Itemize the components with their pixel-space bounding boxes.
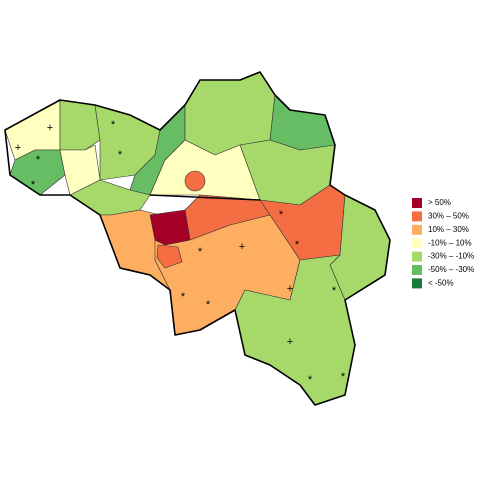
legend-swatch <box>412 224 422 235</box>
marker: + <box>287 336 293 348</box>
region <box>184 170 206 192</box>
marker: + <box>287 283 293 295</box>
legend-swatch <box>412 265 422 275</box>
country-outline <box>4 71 391 406</box>
legend-label: < -50% <box>428 279 454 288</box>
legend-label: > 50% <box>428 198 451 207</box>
marker: + <box>15 142 21 154</box>
legend-swatch <box>412 278 422 289</box>
legend-label: -50% – -30% <box>428 265 474 274</box>
region <box>156 244 183 269</box>
legend-swatch <box>412 211 422 222</box>
region <box>59 99 101 151</box>
legend-swatch <box>412 198 422 208</box>
legend-label: -10% – 10% <box>428 238 472 247</box>
marker: * <box>36 154 41 166</box>
region <box>149 209 191 246</box>
marker: * <box>295 239 300 251</box>
marker: * <box>111 119 116 131</box>
legend-label: -30% – -10% <box>428 252 474 261</box>
marker: * <box>118 149 123 161</box>
legend-swatch <box>412 238 422 249</box>
marker: * <box>181 291 186 303</box>
legend-label: 30% – 50% <box>428 212 469 221</box>
marker: * <box>31 179 36 191</box>
marker: * <box>341 371 346 383</box>
legend-swatch <box>412 251 422 262</box>
marker: * <box>198 246 203 258</box>
marker: * <box>206 299 211 311</box>
marker: + <box>239 241 245 253</box>
marker: * <box>279 209 284 221</box>
legend-label: 10% – 30% <box>428 225 469 234</box>
marker: + <box>47 122 53 134</box>
marker: * <box>332 285 337 297</box>
legend: > 50% 30% – 50% 10% – 30% -10% – 10% -30% – … <box>412 198 474 289</box>
marker: * <box>308 374 313 386</box>
region-border <box>149 194 261 201</box>
